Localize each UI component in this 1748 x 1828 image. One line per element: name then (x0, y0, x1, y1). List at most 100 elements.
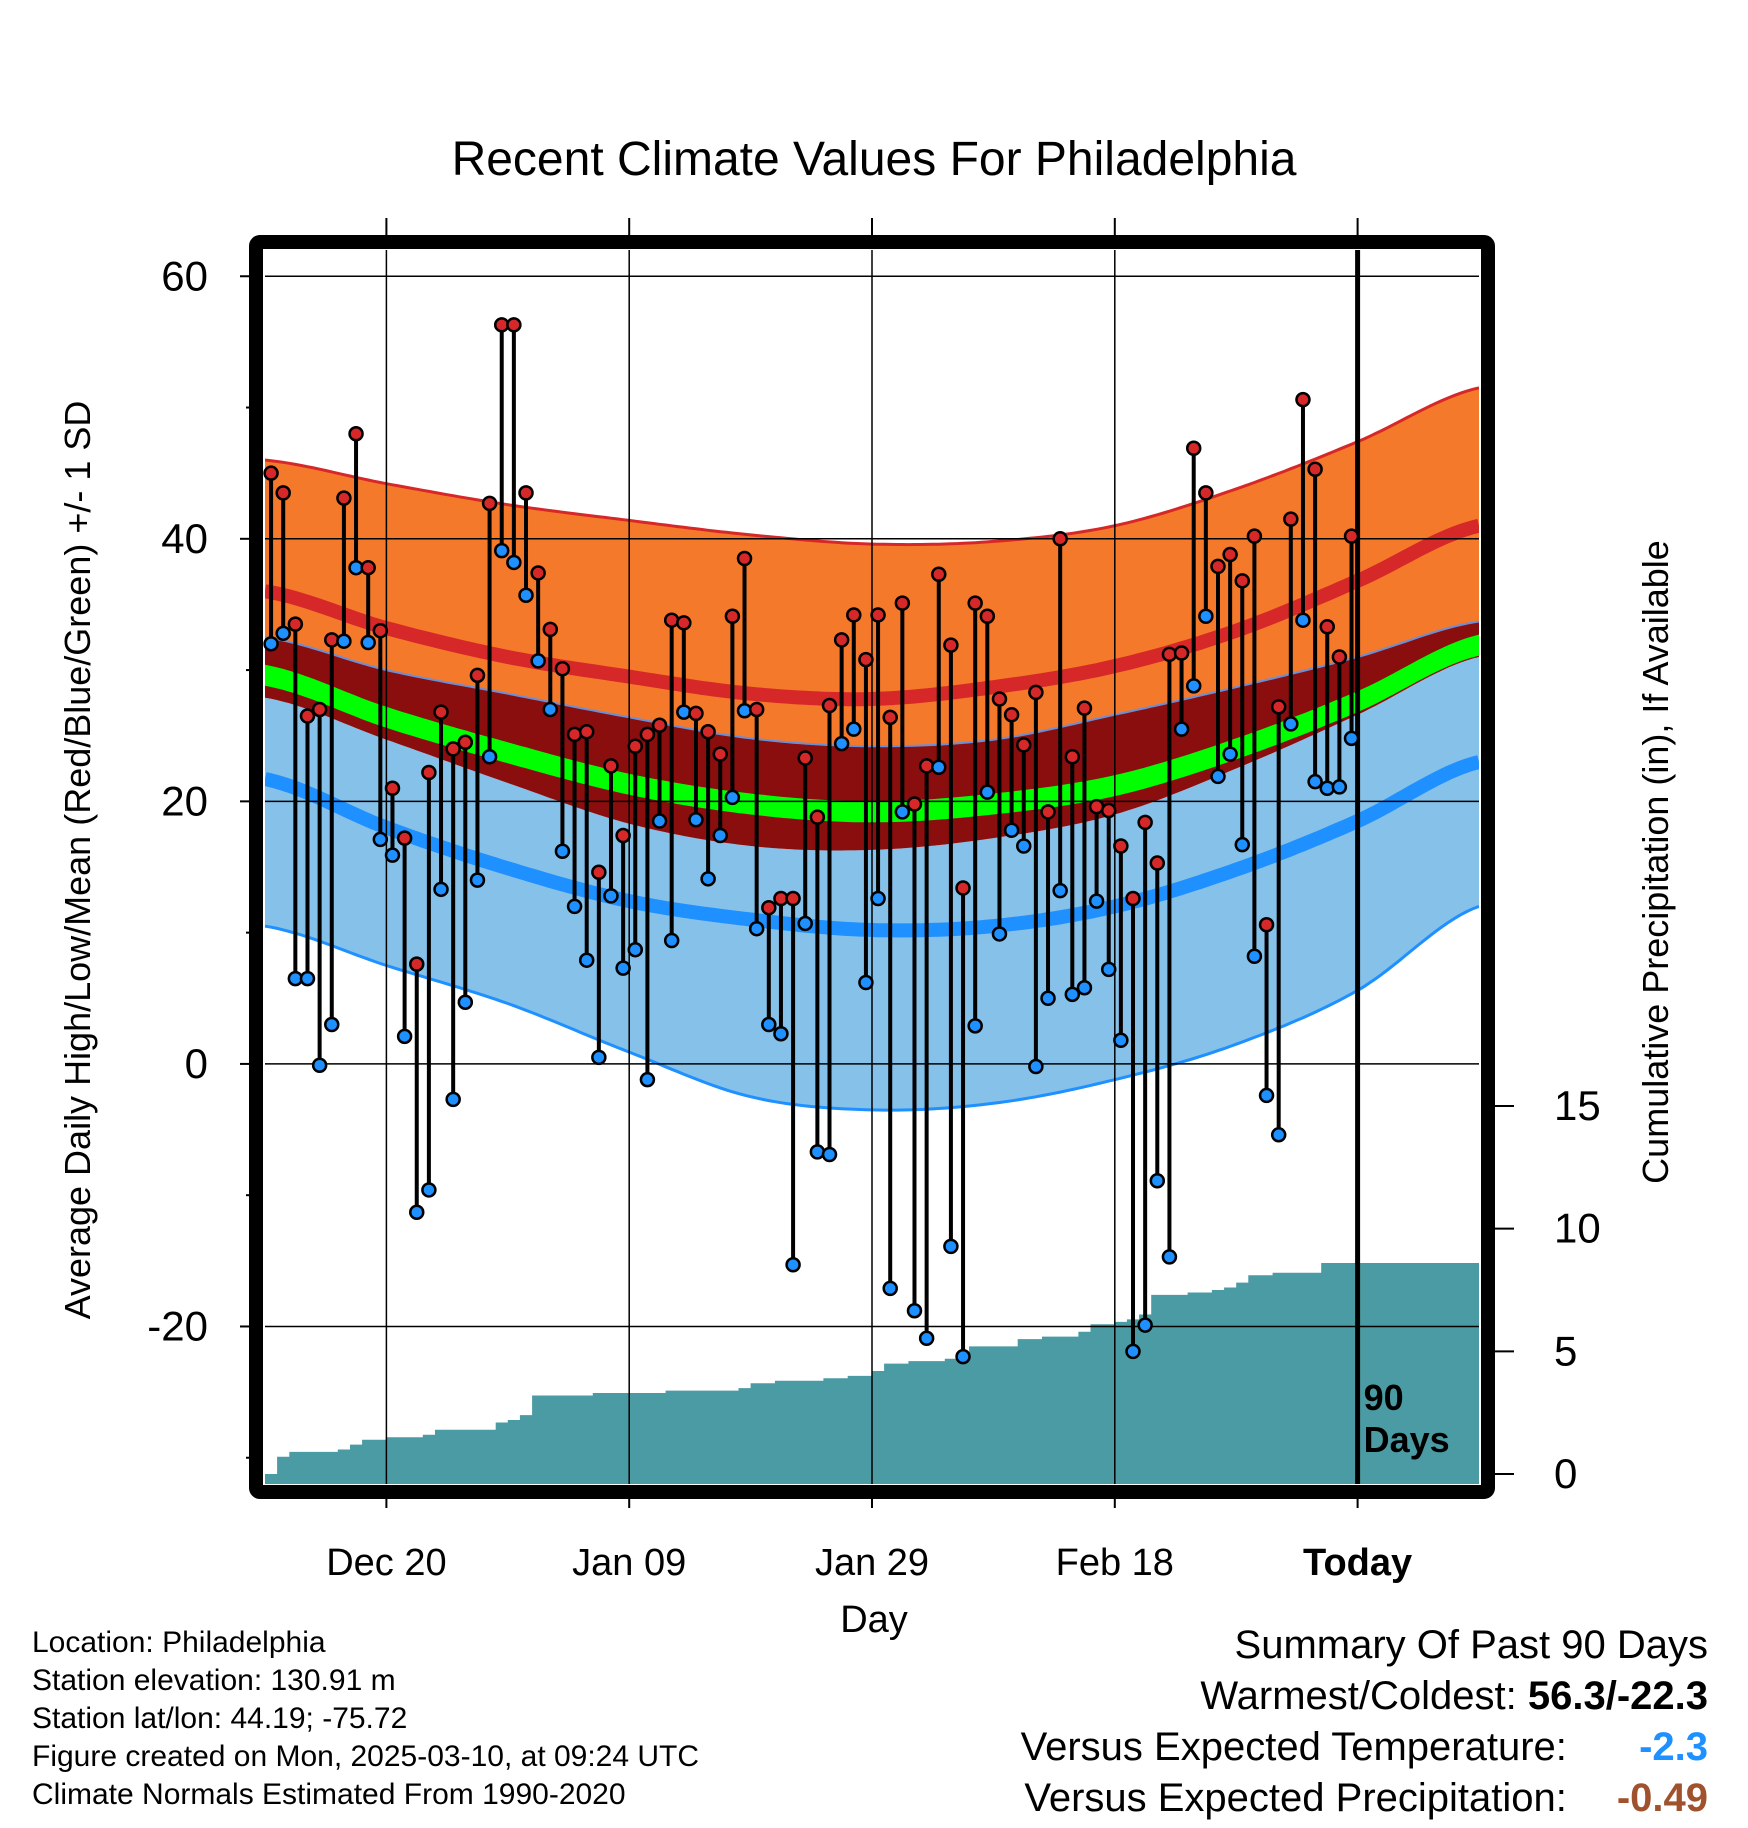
daily-high-point (1319, 619, 1335, 635)
daily-low-point (530, 653, 546, 669)
daily-low-point (918, 1330, 935, 1347)
precip-anomaly-row: Versus Expected Precipitation: -0.49 (1021, 1773, 1708, 1824)
daily-high-point (1040, 804, 1056, 820)
daily-high-point (1052, 531, 1068, 547)
daily-low-point (1052, 882, 1068, 899)
daily-high-point (457, 734, 474, 751)
daily-low-point (809, 1144, 826, 1160)
daily-low-point (1270, 1127, 1287, 1143)
warmest-coldest-value: 56.3/-22.3 (1527, 1674, 1708, 1718)
daily-low-point (639, 1071, 656, 1088)
daily-high-point (1173, 645, 1190, 661)
daily-low-point (785, 1257, 801, 1273)
y-tick-label: 20 (161, 777, 208, 824)
daily-low-point (481, 748, 498, 765)
daily-high-point (1003, 706, 1020, 723)
daily-low-point (833, 735, 850, 752)
daily-high-point (943, 637, 959, 653)
daily-high-point (396, 830, 413, 846)
daily-low-point (1016, 838, 1032, 854)
daily-high-point (627, 738, 644, 754)
daily-high-point (724, 608, 741, 625)
daily-low-point (542, 701, 559, 718)
daily-high-point (1113, 838, 1129, 854)
mean-sd-band (265, 621, 1479, 851)
daily-low-point (1149, 1173, 1166, 1189)
daily-low-point (651, 813, 668, 829)
daily-high-point (615, 827, 631, 844)
x-tick-label: Jan 09 (572, 1542, 686, 1584)
daily-high-point (566, 726, 583, 743)
daily-high-point (1210, 558, 1226, 575)
daily-low-point (554, 843, 571, 859)
daily-low-point (1246, 948, 1263, 965)
elevation-text: Station elevation: 130.91 m (32, 1664, 396, 1697)
daily-high-point (748, 701, 765, 718)
right-tick-label: 15 (1554, 1082, 1601, 1129)
daily-high-point (1064, 748, 1081, 765)
daily-low-point (882, 1280, 898, 1297)
daily-low-point (615, 960, 631, 976)
daily-low-point (1113, 1032, 1129, 1049)
daily-low-point (858, 974, 874, 991)
x-axis-title: Day (840, 1599, 908, 1641)
station-info: Location: Philadelphia Station elevation… (32, 1624, 699, 1814)
daily-low-point (384, 847, 401, 863)
daily-high-point (833, 632, 850, 648)
daily-high-point (846, 607, 862, 623)
daily-high-point (688, 705, 704, 722)
daily-high-point (578, 724, 595, 740)
daily-low-point (688, 811, 704, 828)
daily-high-point (469, 667, 486, 684)
daily-low-point (603, 888, 619, 904)
daily-high-point (639, 726, 656, 743)
mean-line (265, 634, 1479, 823)
daily-high-point (603, 758, 619, 774)
daily-low-point (1040, 990, 1056, 1007)
daily-high-point (821, 697, 838, 714)
right-tick-label: 10 (1554, 1205, 1601, 1252)
daily-low-point (870, 890, 886, 907)
daily-low-point (1100, 961, 1117, 978)
daily-low-point (797, 915, 813, 932)
daily-high-point (1222, 546, 1238, 563)
precip-anomaly-value: -0.49 (1616, 1776, 1708, 1820)
normals-text: Climate Normals Estimated From 1990-2020 (32, 1778, 626, 1811)
daily-low-point (663, 932, 680, 949)
x-tick-label: Today (1303, 1542, 1412, 1584)
daily-low-point (761, 1016, 777, 1033)
daily-low-point (1222, 746, 1238, 762)
daily-high-point (263, 465, 279, 481)
daily-low-point (578, 952, 595, 968)
daily-low-point (906, 1302, 923, 1319)
daily-high-point (360, 559, 376, 576)
daily-high-point (809, 809, 826, 825)
warmest-coldest-row: Warmest/Coldest: 56.3/-22.3 (1021, 1671, 1708, 1722)
daily-low-point (931, 759, 947, 775)
daily-low-point (518, 587, 534, 604)
daily-low-point (1258, 1087, 1275, 1104)
daily-high-point (736, 550, 753, 567)
x-tick-label: Feb 18 (1056, 1542, 1174, 1584)
daily-low-point (263, 636, 279, 652)
created-text: Figure created on Mon, 2025-03-10, at 09… (32, 1740, 700, 1773)
daily-high-point (894, 595, 911, 611)
y-tick-label: -20 (147, 1302, 208, 1349)
chart-title: Recent Climate Values For Philadelphia (451, 133, 1297, 186)
daily-high-point (287, 616, 304, 632)
daily-low-point (724, 789, 741, 806)
daily-high-point (1331, 649, 1348, 665)
daily-high-point (591, 864, 607, 881)
daily-low-point (396, 1028, 413, 1045)
daily-high-point (530, 565, 546, 581)
daily-high-point (409, 956, 425, 972)
daily-high-point (663, 612, 680, 628)
daily-high-point (348, 426, 364, 442)
right-tick-label: 5 (1554, 1327, 1577, 1374)
daily-low-point (433, 881, 449, 898)
right-axis-title: Cumulative Precipitation (in), If Availa… (1635, 540, 1676, 1184)
summary-heading: Summary Of Past 90 Days (1234, 1623, 1708, 1667)
daily-high-point (651, 717, 668, 733)
daily-low-point (493, 542, 510, 559)
